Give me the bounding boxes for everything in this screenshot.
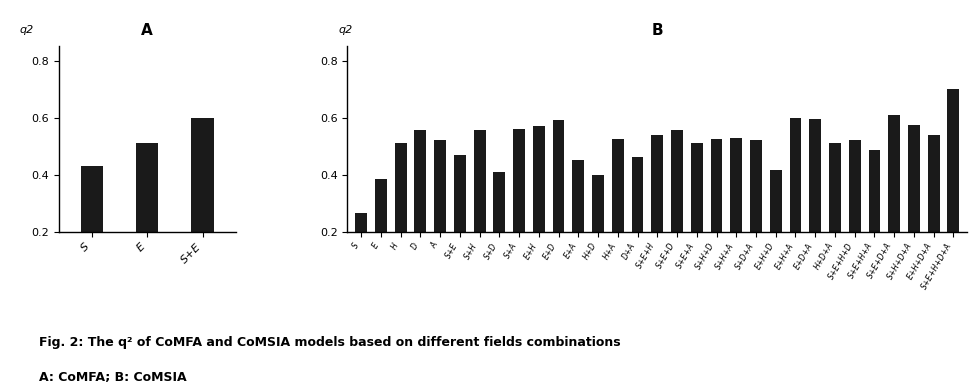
Bar (454, 155, 466, 232)
Title: B: B (652, 23, 663, 38)
Bar (652, 135, 663, 232)
Bar (395, 143, 406, 232)
Bar (770, 170, 782, 232)
Text: q2: q2 (20, 25, 34, 35)
Bar (888, 115, 900, 232)
Bar (731, 137, 743, 232)
Bar (356, 213, 367, 232)
Bar (908, 125, 920, 232)
Bar (474, 130, 486, 232)
Bar (829, 143, 841, 232)
Bar (493, 172, 505, 232)
Bar (948, 89, 959, 232)
Bar (414, 130, 426, 232)
Bar (553, 120, 565, 232)
Bar (532, 126, 545, 232)
Bar (809, 119, 821, 232)
Text: A: CoMFA; B: CoMSIA: A: CoMFA; B: CoMSIA (39, 371, 187, 384)
Bar (869, 151, 880, 232)
Bar (81, 166, 103, 232)
Bar (789, 118, 801, 232)
Bar (671, 130, 683, 232)
Bar (710, 139, 722, 232)
Bar (573, 160, 584, 232)
Bar (136, 143, 158, 232)
Bar (375, 179, 387, 232)
Bar (631, 157, 644, 232)
Title: A: A (142, 23, 153, 38)
Bar (691, 143, 702, 232)
Bar (750, 141, 762, 232)
Bar (513, 129, 525, 232)
Bar (612, 139, 623, 232)
Bar (191, 118, 214, 232)
Bar (434, 141, 446, 232)
Bar (928, 135, 940, 232)
Bar (592, 174, 604, 232)
Text: q2: q2 (338, 25, 353, 35)
Text: Fig. 2: The q² of CoMFA and CoMSIA models based on different fields combinations: Fig. 2: The q² of CoMFA and CoMSIA model… (39, 336, 620, 349)
Bar (849, 141, 861, 232)
